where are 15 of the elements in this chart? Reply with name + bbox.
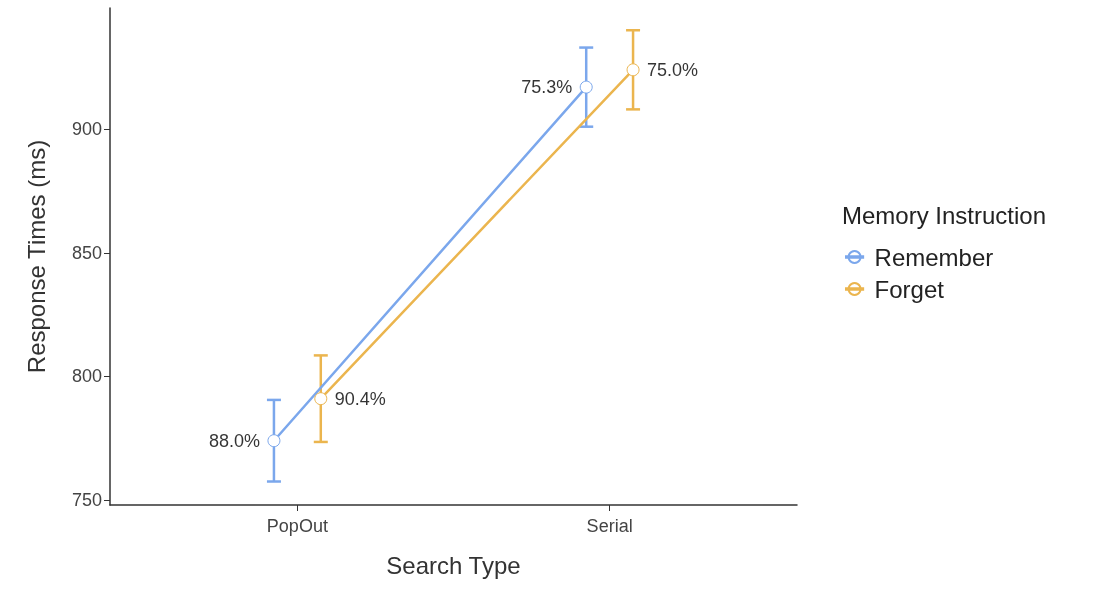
legend-label: Remember	[874, 243, 994, 271]
annotation: 75.0%	[647, 59, 699, 80]
x-tick-label: PopOut	[266, 516, 328, 536]
y-tick-label: 850	[71, 242, 102, 263]
y-axis-title: Response Times (ms)	[22, 139, 50, 374]
x-tick-label: Serial	[586, 516, 633, 536]
y-tick-label: 900	[71, 119, 102, 140]
x-axis-title: Search Type	[386, 551, 521, 579]
legend-title: Memory Instruction	[842, 201, 1047, 229]
y-tick-label: 800	[71, 366, 102, 387]
annotation: 75.3%	[521, 77, 573, 98]
annotation: 90.4%	[334, 388, 386, 409]
legend-label: Forget	[874, 275, 945, 303]
annotation: 88.0%	[208, 430, 260, 451]
y-tick-label: 750	[71, 490, 102, 511]
